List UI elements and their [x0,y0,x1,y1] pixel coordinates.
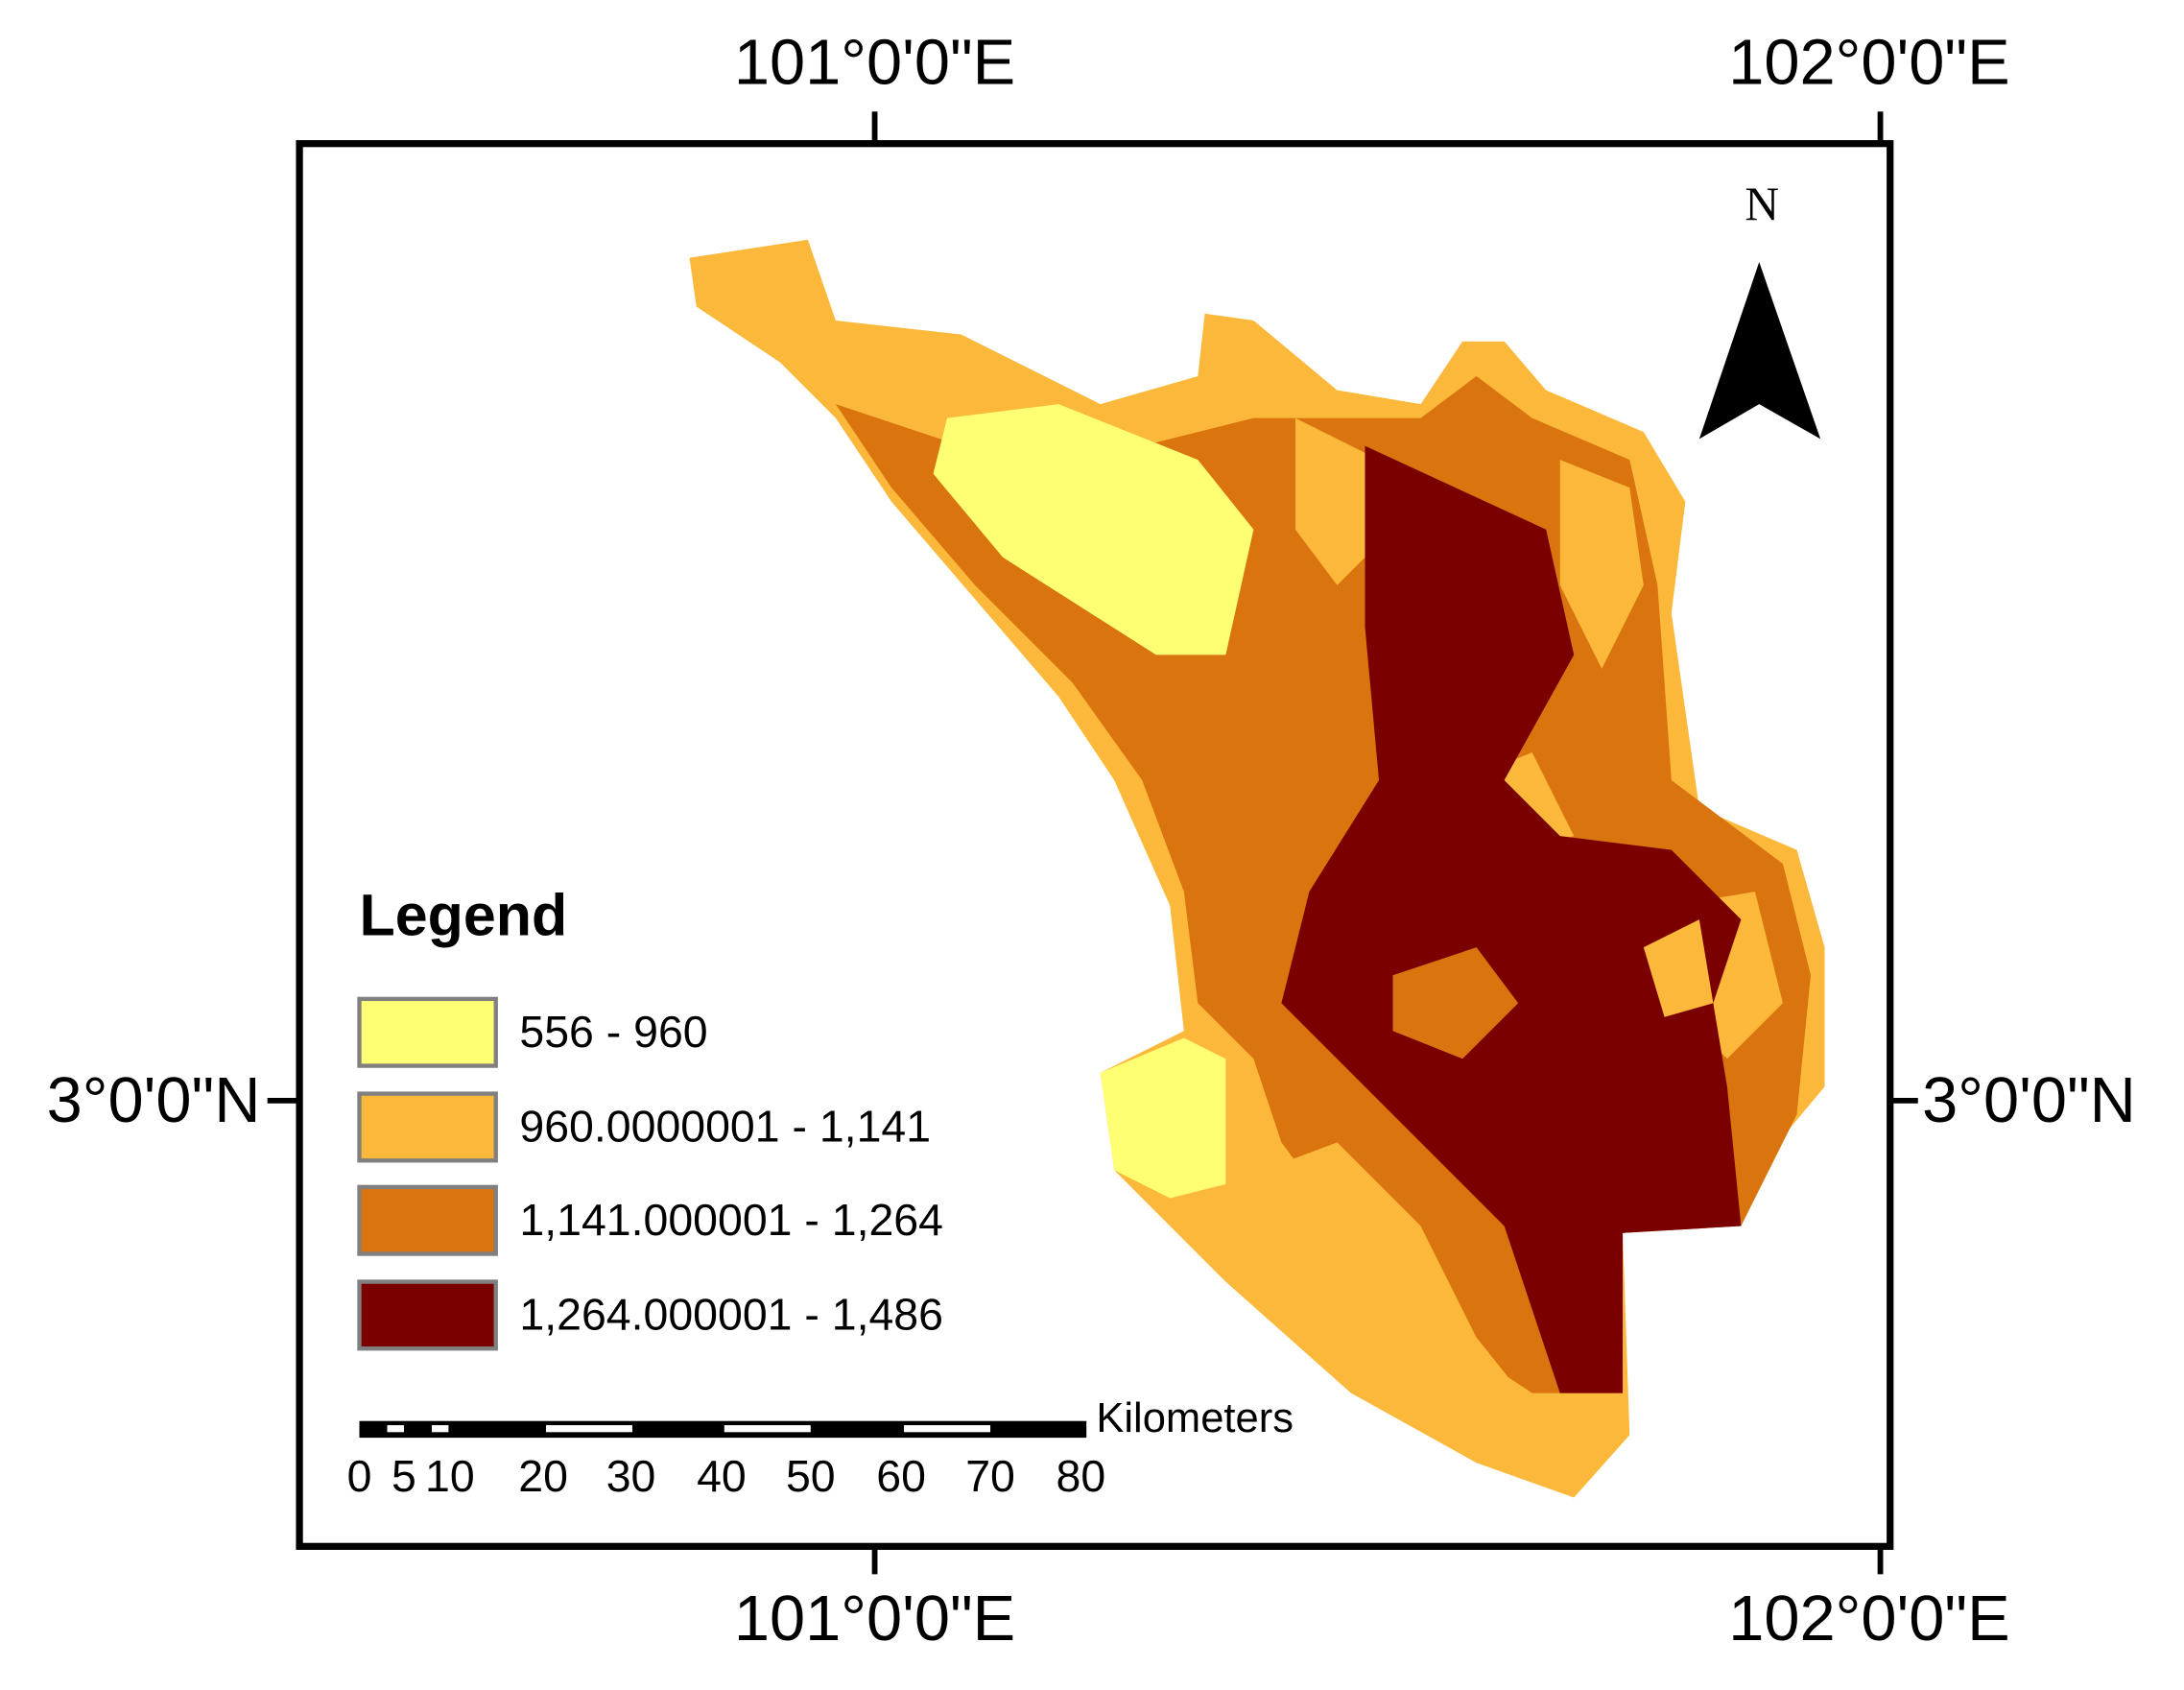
map-region [1225,1142,1532,1436]
map-region [933,404,1254,655]
regions [689,239,1825,1498]
scale-label: 30 [606,1451,656,1501]
legend-label: 1,141.000001 - 1,264 [519,1195,943,1245]
scale-label: 60 [876,1451,926,1501]
graticule-label: 3°0'0"N [47,1065,261,1136]
north-label: N [1745,178,1779,230]
scale-label: 80 [1056,1451,1106,1501]
legend-swatch [357,996,498,1068]
map-region [1100,1037,1226,1199]
legend-label: 556 - 960 [519,1007,707,1057]
legend: 556 - 960 960.0000001 - 1,141 1,141.000001… [357,996,943,1351]
graticule-label: 101°0'0"E [734,1583,1015,1654]
scale-label: 50 [786,1451,836,1501]
scale-bar-segment [546,1425,632,1433]
legend-swatch [357,1091,498,1163]
graticule-label: 101°0'0"E [734,27,1015,98]
graticule-label: 3°0'0"N [1922,1065,2136,1136]
graticule-label: 102°0'0"E [1728,1583,2009,1654]
legend-swatch [357,1184,498,1256]
graticule-label: 102°0'0"E [1728,27,2009,98]
scale-unit: Kilometers [1096,1395,1294,1441]
north-arrow [1698,262,1821,440]
scale-label: 5 [392,1451,416,1501]
legend-swatch [357,1279,498,1351]
scale-label: 0 [347,1451,372,1501]
legend-label: 1,264.000001 - 1,486 [519,1290,943,1340]
map-region [1643,919,1714,1017]
scale-bar-segment [904,1425,991,1433]
scale-label: 70 [965,1451,1015,1501]
map-region [1559,460,1644,669]
scale-bar-segment [431,1425,449,1433]
scale-label: 40 [697,1451,747,1501]
scale-bar: Kilometers 0 5 10 20 30 40 50 60 70 80 [347,1395,1294,1501]
map-region [1392,947,1519,1059]
scale-bar-segment [387,1425,404,1433]
scale-bar-segment [724,1425,811,1433]
scale-label: 20 [518,1451,568,1501]
map-region [1281,445,1742,1393]
scale-label: 10 [425,1451,475,1501]
legend-label: 960.0000001 - 1,141 [519,1102,931,1152]
legend-title: Legend [359,882,567,947]
